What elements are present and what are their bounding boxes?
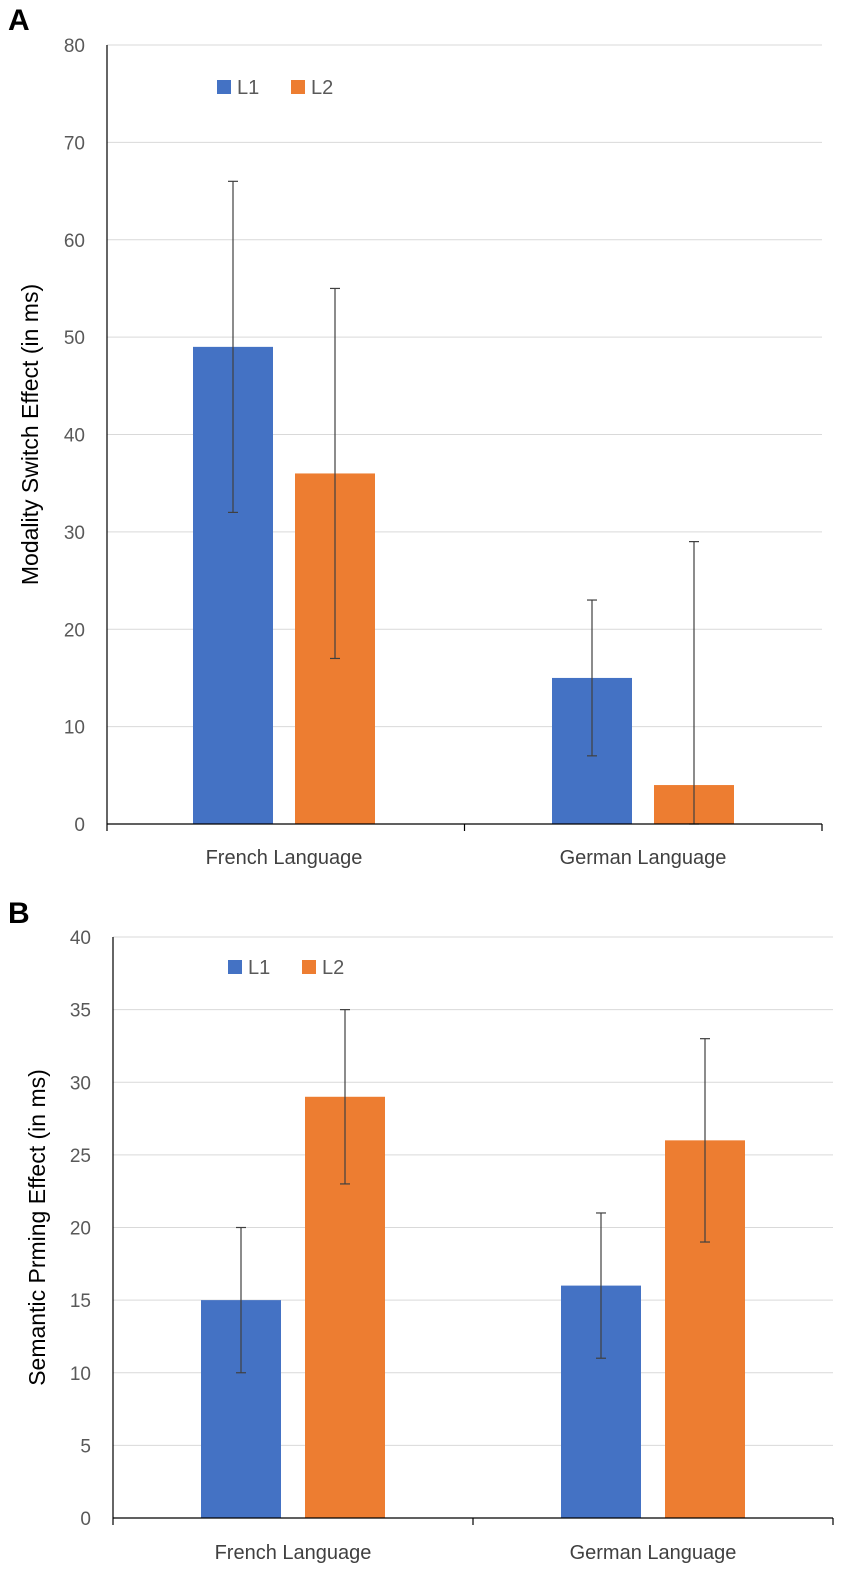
legend-swatch-l2	[302, 960, 316, 974]
y-tick-label: 50	[64, 328, 85, 349]
panel-b-chart: B 0 5 10 15 20 25 30 35 40 French Language German L…	[8, 897, 834, 1564]
y-tick-label: 10	[64, 718, 85, 739]
x-category-label: German Language	[560, 847, 727, 869]
x-category-label: French Language	[215, 1542, 372, 1564]
y-tick-label: 60	[64, 231, 85, 252]
legend-label-l2: L2	[311, 77, 333, 99]
y-tick-label: 0	[80, 1509, 91, 1530]
y-tick-label: 40	[64, 426, 85, 447]
y-tick-label: 25	[70, 1146, 91, 1167]
y-axis-title: Modality Switch Effect (in ms)	[17, 284, 43, 585]
panel-b-letter: B	[8, 897, 30, 930]
legend-label-l2: L2	[322, 957, 344, 979]
legend-label-l1: L1	[248, 957, 270, 979]
legend-label-l1: L1	[237, 77, 259, 99]
y-tick-label: 30	[70, 1073, 91, 1094]
y-tick-label: 70	[64, 133, 85, 154]
y-tick-label: 30	[64, 523, 85, 544]
x-category-label: French Language	[206, 847, 363, 869]
y-tick-label: 0	[74, 815, 85, 836]
y-tick-label: 40	[70, 928, 91, 949]
panel-a-chart: A 0 10 20 30 40 50 60 70 80 French Language German …	[8, 4, 823, 869]
legend-swatch-l1	[228, 960, 242, 974]
y-tick-label: 80	[64, 36, 85, 57]
y-tick-label: 10	[70, 1364, 91, 1385]
y-tick-label: 35	[70, 1001, 91, 1022]
y-tick-label: 15	[70, 1291, 91, 1312]
panel-a-letter: A	[8, 4, 30, 37]
y-tick-label: 20	[64, 620, 85, 641]
legend-swatch-l1	[217, 80, 231, 94]
y-tick-label: 20	[70, 1219, 91, 1240]
y-tick-label: 5	[80, 1436, 91, 1457]
y-axis-title: Semantic Prming Effect (in ms)	[24, 1069, 50, 1386]
x-category-label: German Language	[570, 1542, 737, 1564]
legend-swatch-l2	[291, 80, 305, 94]
